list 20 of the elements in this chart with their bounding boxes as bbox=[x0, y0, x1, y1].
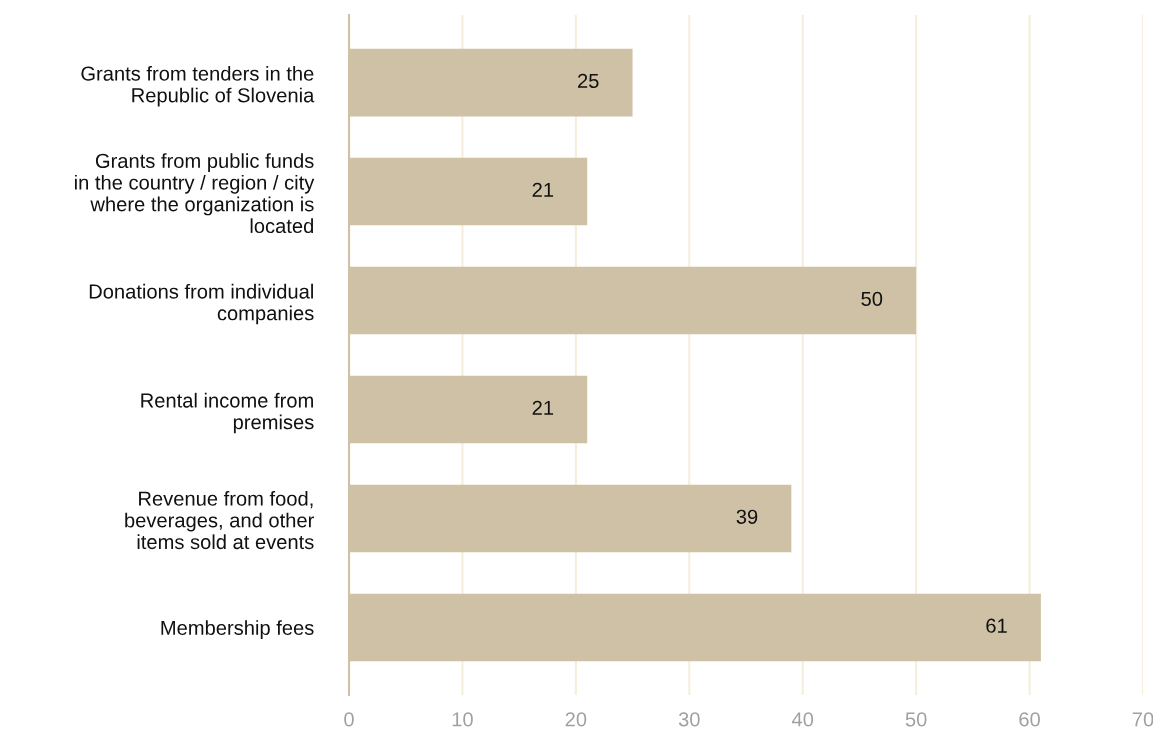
x-tick-label: 10 bbox=[452, 712, 473, 727]
data-label: 21 bbox=[532, 182, 554, 197]
y-tick-label: Membership fees bbox=[161, 620, 314, 639]
x-tick-label: 70 bbox=[1132, 712, 1153, 727]
y-tick-label: Grants from public funds in the country / region / city where the organization is located bbox=[74, 153, 315, 234]
x-tick-label: 0 bbox=[344, 712, 354, 727]
x-tick-label: 20 bbox=[565, 712, 587, 727]
y-tick-label: Revenue from food, beverages, and other items sold at events bbox=[125, 490, 314, 550]
y-tick-label: Rental income from premises bbox=[141, 392, 314, 434]
x-tick-label: 60 bbox=[1019, 712, 1040, 727]
data-label: 61 bbox=[986, 618, 1007, 633]
x-tick-label: 50 bbox=[905, 712, 927, 727]
x-tick-label: 30 bbox=[678, 712, 700, 727]
data-label: 25 bbox=[578, 73, 599, 89]
x-tick-label: 40 bbox=[791, 712, 814, 727]
y-tick-label: Donations from individual companies bbox=[89, 283, 314, 325]
data-label: 50 bbox=[861, 291, 883, 306]
y-tick-label: Grants from tenders in the Republic of Slovenia bbox=[81, 65, 315, 107]
data-label: 39 bbox=[736, 509, 758, 524]
data-label: 21 bbox=[532, 400, 554, 415]
